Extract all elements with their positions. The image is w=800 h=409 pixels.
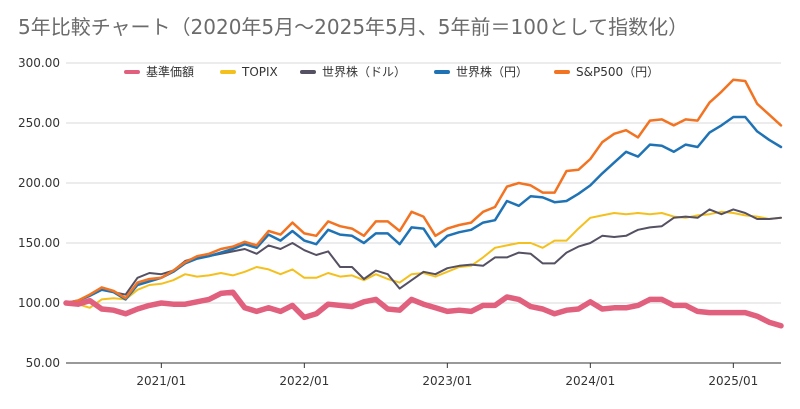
series-line — [65, 208, 782, 304]
x-tick-label: 2022/01 — [279, 374, 329, 388]
legend: 基準価額 TOPIX 世界株（ドル） 世界株（円） S&P500（円） — [124, 64, 659, 79]
legend-item: 世界株（ドル） — [300, 64, 406, 79]
legend-item: S&P500（円） — [554, 65, 659, 79]
legend-item: TOPIX — [220, 65, 278, 79]
x-tick-label: 2023/01 — [422, 374, 472, 388]
legend-label: TOPIX — [241, 65, 278, 79]
legend-label: 世界株（ドル） — [322, 64, 406, 79]
legend-label: S&P500（円） — [576, 65, 659, 79]
x-tick-label: 2024/01 — [565, 374, 615, 388]
x-tick-label: 2025/01 — [708, 374, 758, 388]
axis-labels: 50.00 100.00 150.00 200.00 250.00 300.00 2021/… — [18, 56, 781, 388]
y-tick-label: 100.00 — [18, 296, 60, 310]
y-tick-label: 250.00 — [18, 116, 60, 130]
y-tick-label: 300.00 — [18, 56, 60, 70]
chart-title: 5年比較チャート（2020年5月～2025年5月、5年前＝100として指数化） — [18, 15, 688, 39]
x-tick-label: 2021/01 — [136, 374, 186, 388]
y-tick-label: 200.00 — [18, 176, 60, 190]
series-lines — [63, 78, 784, 329]
legend-item: 世界株（円） — [434, 64, 528, 79]
legend-label: 基準価額 — [146, 64, 194, 79]
series-line — [64, 78, 783, 305]
y-tick-label: 50.00 — [26, 356, 60, 370]
series-line — [64, 115, 783, 305]
legend-item: 基準価額 — [124, 64, 194, 79]
series-line — [65, 210, 782, 309]
y-tick-label: 150.00 — [18, 236, 60, 250]
grid-lines — [66, 62, 781, 364]
legend-label: 世界株（円） — [456, 64, 528, 79]
series-line — [63, 289, 784, 329]
